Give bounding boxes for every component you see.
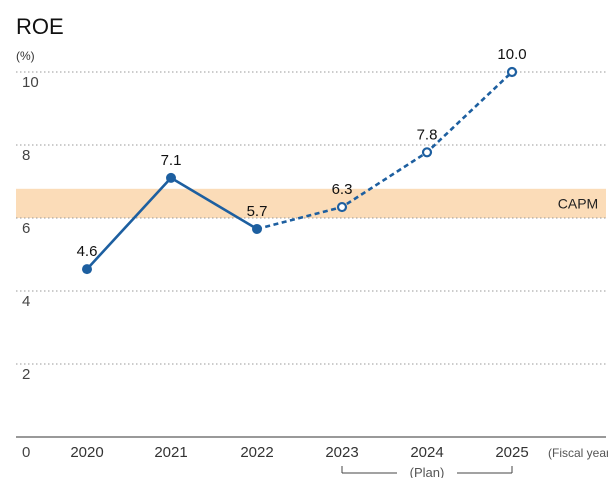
x-tick-label: 2022	[240, 444, 273, 461]
gridlines	[16, 71, 606, 438]
data-point	[336, 201, 348, 213]
data-point	[421, 147, 433, 158]
y-tick-label: 8	[22, 147, 30, 164]
x-tick-label: 2020	[70, 444, 103, 461]
data-point	[252, 223, 262, 234]
x-axis-ticks: 2020 2021 2022 2023 2024 2025	[70, 444, 528, 461]
data-labels: 4.6 7.1 5.7 6.3 7.8 10.0	[77, 46, 527, 260]
y-tick-label: 0	[22, 444, 30, 461]
x-axis-unit: (Fiscal year)	[548, 446, 608, 460]
capm-band-label: CAPM	[558, 195, 598, 211]
data-label: 5.7	[247, 203, 268, 220]
data-label: 7.1	[161, 152, 182, 169]
capm-band	[16, 188, 606, 218]
chart-title: ROE	[16, 14, 64, 39]
y-tick-label: 4	[22, 293, 30, 310]
data-point	[506, 66, 518, 78]
x-tick-label: 2021	[154, 444, 187, 461]
plan-bracket-label: (Plan)	[410, 465, 445, 478]
plan-bracket: (Plan)	[341, 465, 513, 478]
capm-band-group: CAPM	[16, 188, 606, 218]
data-label: 7.8	[417, 126, 438, 143]
series-lines	[86, 71, 513, 270]
y-tick-label: 10	[22, 74, 39, 91]
data-point	[82, 264, 92, 275]
y-axis-unit: (%)	[16, 49, 35, 63]
series-points	[82, 66, 518, 275]
y-axis-ticks: 0 2 4 6 8 10	[22, 74, 39, 461]
data-label: 6.3	[332, 181, 353, 198]
data-label: 10.0	[497, 46, 526, 63]
data-point	[166, 172, 176, 183]
y-tick-label: 6	[22, 220, 30, 237]
x-tick-label: 2023	[325, 444, 358, 461]
y-tick-label: 2	[22, 366, 30, 383]
data-label: 4.6	[77, 243, 98, 260]
x-tick-label: 2025	[495, 444, 528, 461]
plan-series-line	[256, 71, 513, 231]
x-tick-label: 2024	[410, 444, 443, 461]
